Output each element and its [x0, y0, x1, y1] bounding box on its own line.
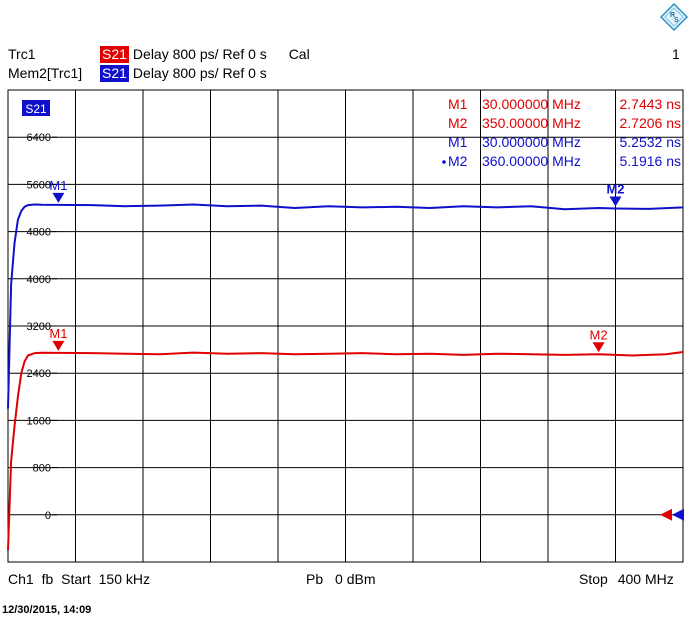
active-trace-badge-text: S21: [25, 102, 47, 116]
footer-channel-label: Ch1: [8, 571, 34, 587]
active-marker-dot: [442, 160, 446, 164]
svg-text:R: R: [670, 12, 675, 19]
marker-table-value: 5.1916 ns: [620, 153, 682, 169]
footer-stop-value[interactable]: 400 MHz: [617, 571, 674, 587]
y-tick-label: 2400: [27, 368, 51, 380]
y-tick-labels: 0 800 1600 2400 3200 4000 4800 5600 6400: [27, 132, 57, 522]
ref-arrow-blue: [672, 508, 684, 521]
footer-power: Pb 0 dBm: [306, 571, 375, 587]
trace-ref-1: Ref 0 s: [222, 46, 267, 62]
timestamp: 12/30/2015, 14:09: [2, 604, 92, 616]
footer-fb: fb: [41, 571, 54, 587]
marker-table-freq: 350.00000 MHz: [482, 115, 581, 131]
trace-format-2: Delay: [132, 65, 169, 81]
marker-label: M1: [49, 326, 67, 341]
marker-table-value: 2.7443 ns: [620, 96, 682, 112]
footer-start-label: Start: [61, 571, 91, 587]
brand-logo-icon: R S: [660, 3, 688, 31]
footer-power-label: Pb: [306, 571, 324, 587]
trace-ref-2: Ref 0 s: [222, 65, 267, 81]
trace-header-2: Mem2[Trc1] S21 Delay 800 ps/ Ref 0 s: [8, 65, 267, 82]
marker-table-freq: 30.000000 MHz: [482, 96, 581, 112]
trace-meas-badge-1[interactable]: S21: [100, 46, 129, 63]
marker-label: M2: [606, 181, 624, 196]
y-tick-label: 6400: [27, 132, 51, 144]
marker-table-freq: 30.000000 MHz: [482, 134, 581, 150]
marker-triangle: [609, 196, 622, 207]
trace-scale-1: 800 ps/: [172, 46, 219, 62]
trace-header-1: Trc1 S21 Delay 800 ps/ Ref 0 s Cal: [8, 46, 310, 63]
marker-triangle: [52, 340, 65, 351]
trace-name-2: Mem2[Trc1]: [8, 65, 83, 81]
marker-table-value: 5.2532 ns: [620, 134, 682, 150]
y-tick-label: 3200: [27, 321, 51, 333]
trace-line-1: [7, 203, 684, 409]
footer-channel: Ch1 fb Start 150 kHz: [8, 571, 150, 587]
marker-table-label: M1: [448, 134, 468, 150]
footer-power-value[interactable]: 0 dBm: [335, 571, 376, 587]
trace-line-2: [7, 351, 684, 551]
trace-format-1: Delay: [132, 46, 169, 62]
active-trace-badge-box: [22, 100, 50, 116]
reference-arrows: [660, 508, 684, 521]
marker-triangle: [592, 342, 605, 353]
marker-label: M2: [590, 327, 608, 342]
y-tick-label: 4000: [27, 274, 51, 286]
cal-indicator: Cal: [288, 46, 310, 62]
svg-text:S: S: [674, 17, 679, 24]
footer-start-value[interactable]: 150 kHz: [98, 571, 150, 587]
marker-triangle: [52, 192, 65, 203]
channel-number: 1: [672, 46, 680, 62]
y-tick-label: 1600: [27, 415, 51, 427]
marker-table: M1 30.000000 MHz 2.7443 ns M2 350.00000 MHz 2…: [442, 96, 681, 169]
y-tick-label: 0: [45, 510, 51, 522]
y-tick-label: 5600: [27, 179, 51, 191]
footer-stop-label: Stop: [579, 571, 608, 587]
marker-table-freq: 360.00000 MHz: [482, 153, 581, 169]
marker-table-value: 2.7206 ns: [620, 115, 682, 131]
active-trace-badge[interactable]: S21: [22, 100, 50, 116]
marker-table-label: M1: [448, 96, 468, 112]
marker-label: M1: [49, 178, 67, 193]
y-tick-label: 4800: [27, 227, 51, 239]
marker-table-label: M2: [448, 153, 468, 169]
chart-markers: M1 M2 M1 M2: [49, 178, 625, 353]
footer-stop: Stop 400 MHz: [579, 571, 674, 587]
trace-meas-badge-2[interactable]: S21: [100, 65, 129, 82]
marker-table-label: M2: [448, 115, 468, 131]
trace-name-1: Trc1: [8, 46, 36, 62]
trace-scale-2: 800 ps/: [172, 65, 219, 81]
chart-traces: [7, 203, 684, 551]
y-tick-label: 800: [33, 463, 51, 475]
ref-arrow-red: [660, 508, 672, 521]
chart-grid: [7, 89, 684, 563]
